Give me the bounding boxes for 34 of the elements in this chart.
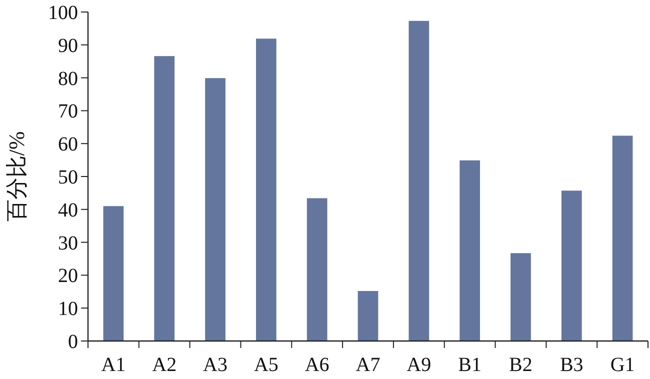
y-tick-label: 40 xyxy=(58,199,78,222)
y-tick-label: 80 xyxy=(58,68,78,90)
x-tick-label: A3 xyxy=(203,354,228,376)
y-tick-label: 70 xyxy=(58,100,78,123)
y-tick-label: 60 xyxy=(58,134,78,156)
y-tick-label: 90 xyxy=(58,34,78,57)
bar xyxy=(510,253,531,341)
y-axis-title: 百分比/% xyxy=(4,131,29,222)
x-tick-label: A6 xyxy=(304,354,330,376)
x-tick-label: A7 xyxy=(356,354,380,376)
bar xyxy=(256,38,276,341)
x-tick-label: A9 xyxy=(406,354,432,376)
y-tick-label: 10 xyxy=(58,298,78,320)
bar xyxy=(306,198,328,341)
bar xyxy=(358,290,378,341)
bar xyxy=(154,56,175,341)
bar xyxy=(103,206,124,341)
y-tick-label: 30 xyxy=(58,232,78,254)
x-tick-label: A2 xyxy=(152,354,177,376)
x-tick-label: B2 xyxy=(509,354,532,376)
x-tick-label: B1 xyxy=(458,354,482,376)
x-tick-label: A5 xyxy=(254,354,278,376)
y-tick-label: 50 xyxy=(58,166,78,188)
y-tick-label: 100 xyxy=(48,2,78,24)
bar xyxy=(612,136,633,341)
x-tick-label: A1 xyxy=(101,354,126,376)
bar xyxy=(408,20,430,341)
bar xyxy=(561,190,582,341)
x-tick-label: G1 xyxy=(610,354,635,376)
bar xyxy=(205,78,226,341)
y-tick-label: 0 xyxy=(68,331,78,353)
y-tick-label: 20 xyxy=(58,265,78,288)
x-tick-label: B3 xyxy=(560,354,584,376)
bar xyxy=(460,160,480,341)
